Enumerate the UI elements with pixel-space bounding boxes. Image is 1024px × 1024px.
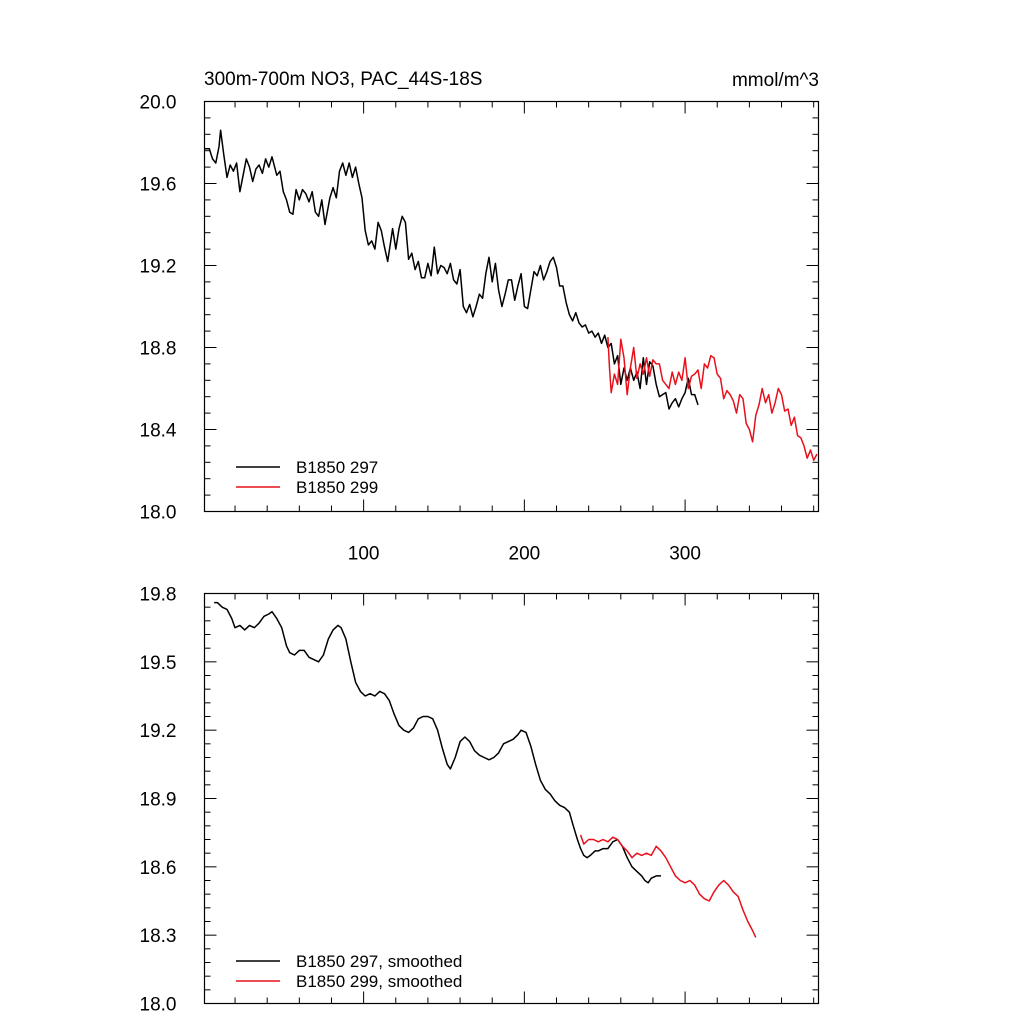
chart-title: 300m-700m NO3, PAC_44S-18S [204, 69, 482, 90]
top-plot-frame [203, 100, 820, 513]
top-series-lines [204, 129, 818, 462]
top-chart: 300m-700m NO3, PAC_44S-18S mmol/m^3 18.0… [140, 69, 820, 565]
y-tick-label: 18.8 [140, 339, 177, 360]
bottom-plot-frame [203, 592, 820, 1005]
legend-label-1: B1850 297 [296, 458, 378, 477]
legend-label-1: B1850 297, smoothed [296, 952, 462, 971]
y-tick-label: 18.9 [140, 790, 177, 811]
series-line-1 [214, 601, 661, 884]
x-tick-label: 100 [348, 544, 380, 565]
units-label: mmol/m^3 [732, 70, 819, 91]
series-line-2 [579, 834, 757, 938]
y-tick-label: 18.6 [140, 858, 177, 879]
legend-label-2: B1850 299 [296, 478, 378, 497]
legend-label-2: B1850 299, smoothed [296, 972, 462, 991]
top-axes: 18.0 18.4 18.8 19.2 19.6 20.0 100 200 300 [140, 93, 819, 565]
bottom-axes: 18.0 18.3 18.6 18.9 19.2 19.5 19.8 [140, 585, 819, 1016]
y-tick-label: 19.2 [140, 721, 177, 742]
series-line-2 [607, 337, 818, 462]
x-tick-label: 200 [509, 544, 541, 565]
x-tick-label: 300 [669, 544, 701, 565]
y-tick-label: 18.0 [140, 503, 177, 524]
y-tick-label: 18.3 [140, 926, 177, 947]
y-tick-label: 19.6 [140, 175, 177, 196]
bottom-chart: 18.0 18.3 18.6 18.9 19.2 19.5 19.8 B1850 297, … [140, 585, 820, 1016]
y-tick-label: 19.5 [140, 653, 177, 674]
bottom-series-lines [214, 601, 757, 938]
y-tick-label: 20.0 [140, 93, 177, 114]
series-line-1 [204, 129, 699, 410]
y-tick-label: 18.4 [140, 421, 177, 442]
y-tick-label: 19.8 [140, 585, 177, 606]
y-tick-label: 18.0 [140, 995, 177, 1016]
y-tick-label: 19.2 [140, 257, 177, 278]
